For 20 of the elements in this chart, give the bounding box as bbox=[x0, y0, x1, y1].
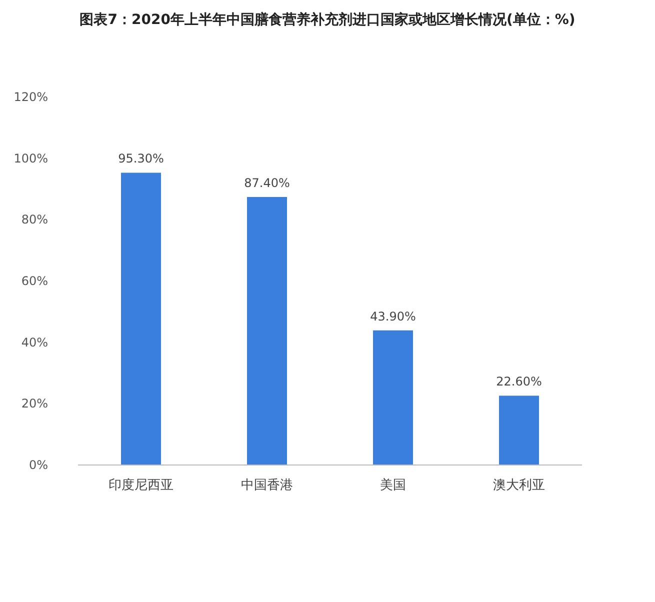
bar bbox=[121, 172, 161, 465]
data-label: 43.90% bbox=[370, 309, 416, 324]
y-tick-label: 120% bbox=[14, 90, 48, 104]
bar bbox=[373, 330, 413, 465]
data-label: 87.40% bbox=[244, 176, 290, 190]
y-tick-label: 60% bbox=[21, 274, 48, 288]
bar bbox=[499, 396, 539, 465]
data-label: 22.60% bbox=[496, 374, 542, 389]
y-tick-label: 20% bbox=[21, 396, 48, 411]
x-tick-label: 澳大利亚 bbox=[493, 478, 545, 493]
chart-title: 图表7：2020年上半年中国膳食营养补充剂进口国家或地区增长情况(单位：%) bbox=[80, 11, 576, 28]
x-tick-label: 美国 bbox=[380, 477, 406, 493]
y-tick-label: 0% bbox=[28, 458, 48, 472]
x-tick-label: 中国香港 bbox=[241, 478, 293, 493]
data-label: 95.30% bbox=[118, 152, 164, 166]
y-tick-label: 40% bbox=[21, 335, 48, 350]
y-tick-label: 100% bbox=[14, 151, 48, 166]
bar bbox=[247, 196, 287, 465]
y-tick-label: 80% bbox=[21, 212, 48, 227]
x-tick-label: 印度尼西亚 bbox=[108, 477, 174, 493]
